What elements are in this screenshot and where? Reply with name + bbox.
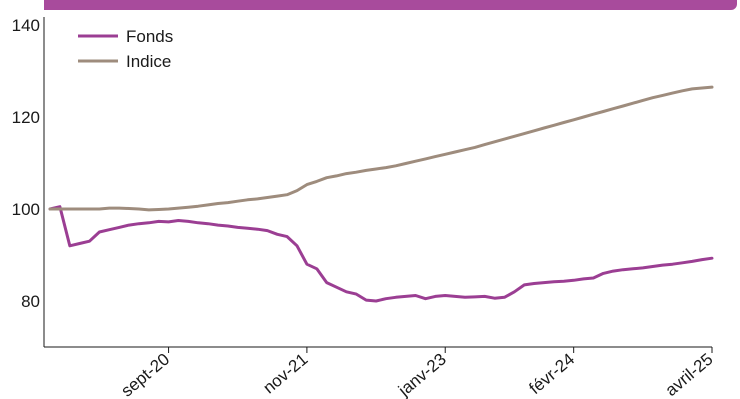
series-line-fonds [48, 205, 714, 303]
x-axis: sept-20 nov-21 janv-23 févr-24 avril-25 [117, 347, 717, 399]
y-tick-label: 80 [21, 292, 40, 311]
y-tick-label: 100 [12, 200, 40, 219]
header-band [44, 0, 737, 10]
y-tick-label: 120 [12, 108, 40, 127]
x-tick-label: janv-23 [394, 350, 450, 399]
x-tick-label: nov-21 [259, 350, 311, 398]
series-layer [48, 85, 714, 303]
x-tick-label: févr-24 [525, 350, 578, 399]
legend-label: Fonds [126, 27, 173, 46]
y-tick-label: 140 [12, 16, 40, 35]
y-axis: 80 100 120 140 [12, 16, 40, 311]
legend-label: Indice [126, 52, 171, 71]
legend: Fonds Indice [78, 27, 173, 71]
x-tick-label: sept-20 [117, 350, 173, 399]
x-tick-label: avril-25 [662, 350, 717, 399]
series-line-indice [48, 85, 714, 212]
